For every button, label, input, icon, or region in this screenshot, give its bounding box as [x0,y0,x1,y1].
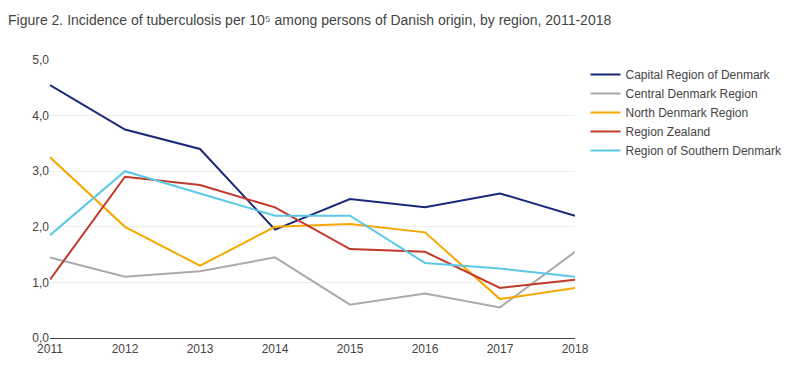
svg-text:Central Denmark Region: Central Denmark Region [626,87,758,101]
svg-text:2014: 2014 [262,342,289,356]
svg-text:2018: 2018 [562,342,589,356]
svg-text:Capital Region of Denmark: Capital Region of Denmark [626,68,771,82]
svg-text:4,0: 4,0 [32,109,49,123]
svg-text:Region Zealand: Region Zealand [626,125,711,139]
svg-text:1,0: 1,0 [32,276,49,290]
svg-text:2017: 2017 [487,342,514,356]
svg-text:2011: 2011 [37,342,63,356]
svg-text:0,0: 0,0 [32,331,49,345]
svg-text:Region of Southern Denmark: Region of Southern Denmark [626,144,782,158]
svg-text:2016: 2016 [412,342,439,356]
svg-text:2012: 2012 [112,342,139,356]
svg-text:3,0: 3,0 [32,164,49,178]
svg-text:2015: 2015 [337,342,364,356]
svg-text:Figure 2. Incidence of tubercu: Figure 2. Incidence of tuberculosis per … [8,12,611,28]
svg-text:2,0: 2,0 [32,220,49,234]
svg-text:5,0: 5,0 [32,53,49,67]
svg-text:North Denmark Region: North Denmark Region [626,106,749,120]
svg-text:2013: 2013 [187,342,214,356]
